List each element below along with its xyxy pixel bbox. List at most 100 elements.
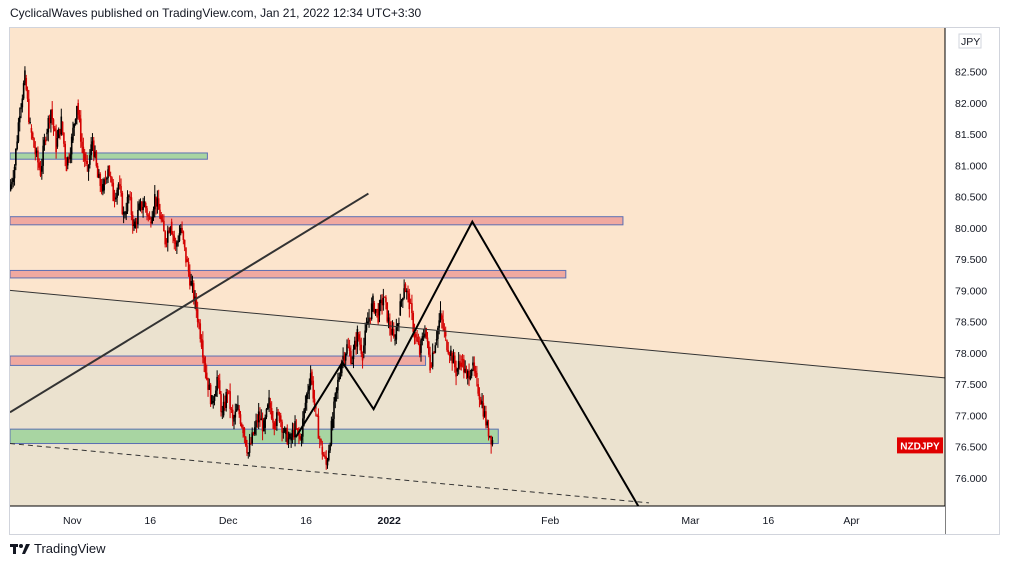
rising-trendline	[10, 192, 369, 414]
candle-body	[146, 208, 148, 216]
candle-body	[59, 129, 61, 135]
candle-body	[387, 317, 390, 322]
footer: TradingView	[10, 541, 106, 556]
candle-body	[77, 102, 79, 115]
candle-body	[357, 334, 360, 340]
candle-body	[281, 421, 283, 433]
price-tick-label: 78.500	[955, 317, 987, 329]
currency-label: JPY	[961, 36, 980, 48]
last-price-label: NZDJPY	[900, 441, 940, 452]
candle-body	[78, 114, 81, 119]
candle-body	[352, 349, 355, 360]
candle-body	[404, 284, 407, 293]
candle-body	[139, 201, 142, 210]
candle-body	[461, 359, 464, 361]
candle-body	[64, 143, 66, 159]
candle-body	[143, 201, 146, 207]
candle-body	[38, 162, 41, 168]
candle-body	[450, 350, 452, 356]
candle-body	[318, 438, 321, 440]
candle-body	[130, 197, 133, 215]
time-tick-label: Nov	[63, 515, 82, 527]
candle-body	[86, 160, 89, 165]
candle-body	[457, 361, 460, 369]
candle-body	[191, 283, 194, 285]
candle-body	[483, 411, 486, 417]
candle-body	[268, 397, 270, 405]
candle-body	[208, 384, 211, 390]
candle-body	[122, 211, 125, 215]
price-tick-label: 76.500	[955, 442, 987, 454]
candle-body	[465, 368, 468, 374]
candle-body	[431, 352, 434, 367]
candle-body	[229, 391, 231, 409]
candle-body	[439, 310, 442, 321]
candle-body	[252, 432, 255, 435]
currency-badge	[958, 33, 982, 49]
candle-body	[61, 121, 64, 133]
candle-body	[195, 296, 198, 311]
candle-body	[12, 178, 15, 182]
candle-body	[55, 131, 57, 153]
candle-body	[34, 147, 37, 155]
candle-body	[209, 384, 212, 405]
candle-body	[107, 169, 109, 179]
candle-body	[418, 343, 421, 355]
candle-body	[152, 209, 155, 217]
price-chart[interactable]: 76.000 76.500 77.000 77.500 78.000 78.500 79.0…	[10, 28, 999, 534]
candle-body	[241, 424, 243, 428]
candle-body	[128, 195, 130, 197]
candle-body	[94, 151, 96, 157]
candle-body	[386, 302, 389, 322]
falling-channel-lower	[10, 443, 649, 504]
candle-body	[72, 127, 74, 141]
candle-body	[485, 411, 487, 426]
candle-body	[278, 412, 281, 422]
candle-body	[469, 375, 472, 380]
price-tick-label: 82.000	[955, 98, 987, 110]
candle-body	[35, 150, 38, 153]
candle-body	[304, 402, 307, 410]
candle-body	[70, 136, 73, 155]
time-axis	[10, 506, 945, 534]
candle-body	[346, 344, 348, 354]
candle-body	[92, 140, 95, 157]
candle-body	[113, 196, 116, 200]
candle-body	[334, 393, 337, 402]
chart-frame[interactable]: 76.000 76.500 77.000 77.500 78.000 78.500 79.0…	[9, 27, 1000, 535]
candle-body	[90, 144, 92, 156]
candle-body	[400, 300, 403, 302]
candle-body	[170, 221, 173, 234]
candle-body	[225, 392, 228, 408]
candle-body	[264, 417, 266, 428]
candle-body	[456, 368, 459, 372]
candle-body	[205, 372, 208, 380]
resistance-zone-1	[10, 216, 624, 226]
candle-body	[121, 192, 124, 215]
candle-body	[422, 336, 425, 338]
candle-body	[29, 121, 31, 123]
candle-body	[117, 184, 120, 190]
candle-body	[116, 189, 118, 198]
candle-body	[235, 409, 238, 412]
candle-body	[331, 418, 334, 428]
candle-body	[237, 404, 239, 410]
candle-body	[460, 362, 463, 367]
candle-body	[328, 450, 330, 461]
candle-body	[185, 247, 187, 263]
candle-body	[215, 390, 217, 397]
candle-body	[231, 409, 234, 419]
candle-body	[477, 384, 479, 394]
candle-body	[452, 355, 455, 364]
candle-body	[481, 401, 483, 405]
candle-body	[273, 422, 276, 430]
candle-body	[382, 297, 385, 306]
candle-body	[316, 415, 318, 417]
candle-body	[466, 370, 469, 378]
candle-body	[442, 319, 444, 329]
candle-body	[340, 361, 343, 374]
candle-body	[363, 345, 365, 353]
candle-body	[259, 415, 261, 421]
candle-body	[487, 427, 490, 437]
candle-body	[463, 359, 465, 373]
